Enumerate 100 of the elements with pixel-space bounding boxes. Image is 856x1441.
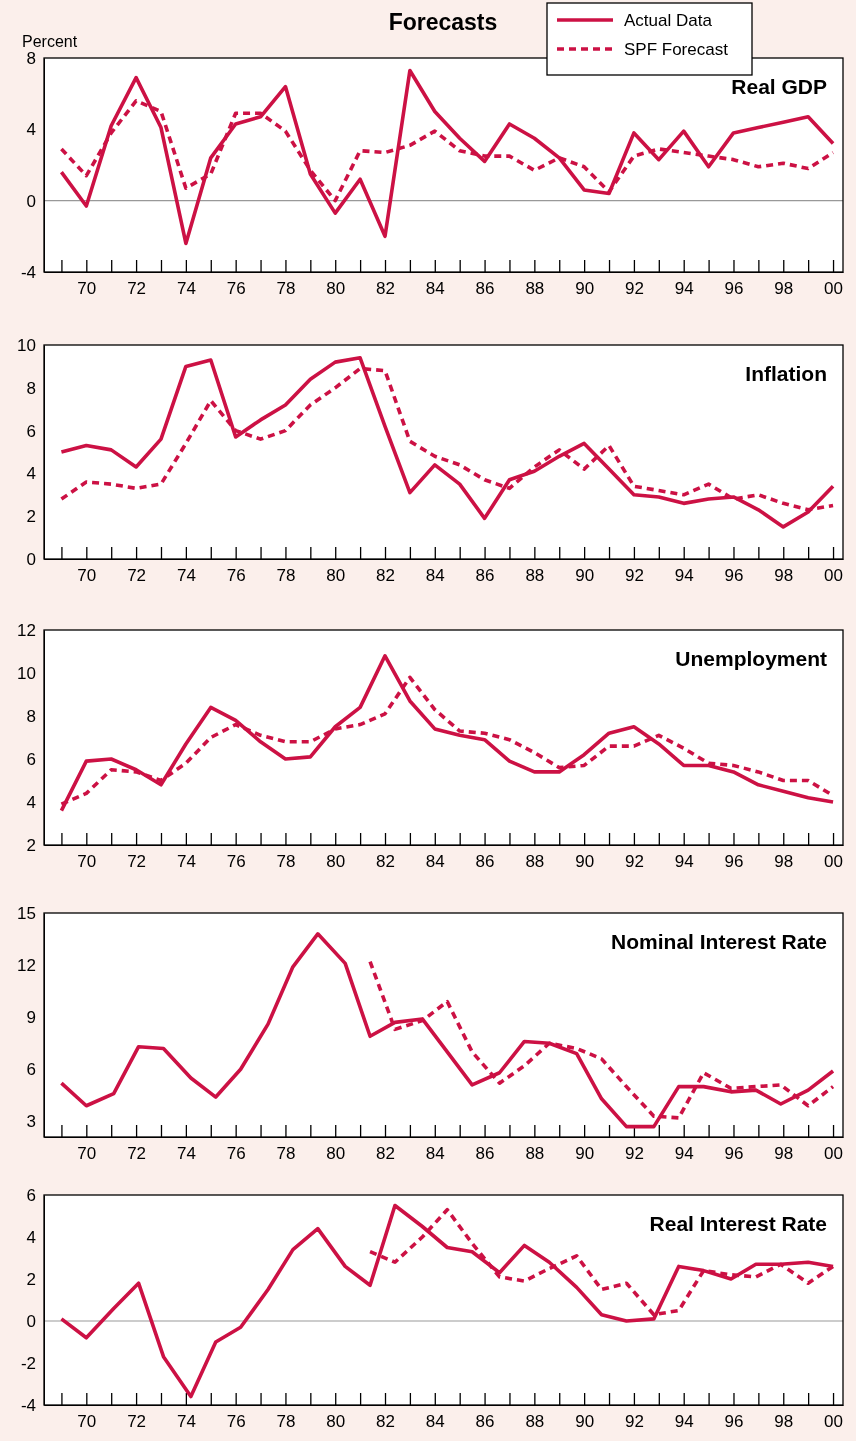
- y-tick-label: 10: [17, 663, 36, 683]
- x-tick-label: 72: [127, 852, 147, 872]
- x-tick-label: 72: [127, 1412, 147, 1432]
- x-tick-label: 74: [176, 852, 196, 872]
- x-tick-label: 78: [276, 566, 296, 586]
- x-tick-label: 94: [674, 1412, 694, 1432]
- x-tick-label: 82: [376, 1412, 395, 1432]
- legend-label: Actual Data: [624, 11, 713, 30]
- y-tick-label: 2: [26, 835, 36, 855]
- x-tick-label: 76: [226, 566, 246, 586]
- x-tick-label: 88: [525, 1144, 545, 1164]
- x-tick-label: 98: [774, 852, 794, 872]
- x-tick-label: 98: [774, 1412, 794, 1432]
- y-tick-label: 6: [26, 749, 36, 769]
- x-tick-label: 94: [674, 279, 694, 299]
- x-tick-label: 78: [276, 852, 296, 872]
- x-tick-label: 78: [276, 279, 296, 299]
- x-tick-label: 70: [77, 1412, 97, 1432]
- y-tick-label: 8: [26, 378, 36, 398]
- x-tick-label: 88: [525, 279, 545, 299]
- x-tick-label: 78: [276, 1412, 296, 1432]
- line-series: [59, 68, 835, 246]
- text: Real Interest Rate: [649, 1212, 827, 1235]
- x-tick-label: 72: [127, 1144, 147, 1164]
- y-tick-label: 2: [26, 1269, 36, 1289]
- text: Forecasts: [388, 9, 498, 35]
- x-tick-label: 74: [176, 1144, 196, 1164]
- y-tick-label: 9: [26, 1008, 36, 1028]
- x-tick-label: 96: [724, 1144, 744, 1164]
- line-series: [59, 356, 835, 529]
- y-tick-label: 0: [26, 549, 36, 569]
- x-tick-label: 80: [326, 566, 346, 586]
- y-tick-label: 3: [26, 1112, 36, 1132]
- x-tick-label: 70: [77, 279, 97, 299]
- x-tick-label: 76: [226, 852, 246, 872]
- x-tick-label: 00: [824, 566, 843, 586]
- text: Inflation: [745, 362, 827, 385]
- x-tick-label: 90: [575, 1412, 595, 1432]
- x-tick-label: 96: [724, 852, 744, 872]
- y-tick-label: -4: [20, 262, 36, 282]
- y-tick-label: 0: [26, 191, 36, 211]
- x-tick-label: 82: [376, 852, 395, 872]
- x-tick-label: 70: [77, 566, 97, 586]
- x-tick-label: 92: [624, 1144, 644, 1164]
- text: Real GDP: [731, 75, 827, 98]
- x-tick-label: 82: [376, 279, 395, 299]
- x-tick-label: 84: [425, 1412, 445, 1432]
- x-tick-label: 90: [575, 566, 595, 586]
- y-tick-label: 15: [17, 903, 36, 923]
- x-tick-label: 92: [624, 852, 644, 872]
- x-tick-label: 80: [326, 852, 346, 872]
- x-tick-label: 94: [674, 852, 694, 872]
- x-tick-label: 80: [326, 1144, 346, 1164]
- x-tick-label: 78: [276, 1144, 296, 1164]
- x-tick-label: 84: [425, 852, 445, 872]
- x-tick-label: 70: [77, 1144, 97, 1164]
- x-tick-label: 72: [127, 566, 147, 586]
- y-tick-label: 12: [17, 620, 36, 640]
- x-tick-label: 86: [475, 566, 495, 586]
- text: Nominal Interest Rate: [611, 930, 827, 953]
- x-tick-label: 96: [724, 279, 744, 299]
- y-tick-label: 4: [26, 1227, 36, 1247]
- y-tick-label: 6: [26, 1185, 36, 1205]
- x-tick-label: 76: [226, 1412, 246, 1432]
- x-tick-label: 76: [226, 1144, 246, 1164]
- y-tick-label: 6: [26, 421, 36, 441]
- line-series: [59, 932, 835, 1129]
- x-tick-label: 92: [624, 279, 644, 299]
- y-axis-title: Percent: [22, 33, 78, 50]
- x-tick-label: 80: [326, 279, 346, 299]
- y-tick-label: 4: [26, 464, 36, 484]
- x-tick-label: 76: [226, 279, 246, 299]
- y-tick-label: 2: [26, 507, 36, 527]
- y-tick-label: -4: [20, 1395, 36, 1415]
- x-tick-label: 96: [724, 1412, 744, 1432]
- x-tick-label: 00: [824, 1144, 843, 1164]
- x-tick-label: 92: [624, 1412, 644, 1432]
- x-tick-label: 82: [376, 566, 395, 586]
- x-tick-label: 00: [824, 279, 843, 299]
- x-tick-label: 84: [425, 1144, 445, 1164]
- x-tick-label: 88: [525, 566, 545, 586]
- x-tick-label: 70: [77, 852, 97, 872]
- x-tick-label: 98: [774, 566, 794, 586]
- text: Unemployment: [675, 647, 828, 670]
- y-tick-label: 4: [26, 792, 36, 812]
- x-tick-label: 84: [425, 279, 445, 299]
- x-tick-label: 98: [774, 279, 794, 299]
- legend-label: SPF Forecast: [624, 40, 729, 59]
- y-tick-label: 0: [26, 1311, 36, 1331]
- x-tick-label: 90: [575, 1144, 595, 1164]
- y-tick-label: 8: [26, 48, 36, 68]
- x-tick-label: 96: [724, 566, 744, 586]
- y-tick-label: 8: [26, 706, 36, 726]
- x-tick-label: 74: [176, 1412, 196, 1432]
- x-tick-label: 72: [127, 279, 147, 299]
- x-tick-label: 82: [376, 1144, 395, 1164]
- y-tick-label: 4: [26, 120, 36, 140]
- x-tick-label: 00: [824, 852, 843, 872]
- x-tick-label: 94: [674, 1144, 694, 1164]
- x-tick-label: 94: [674, 566, 694, 586]
